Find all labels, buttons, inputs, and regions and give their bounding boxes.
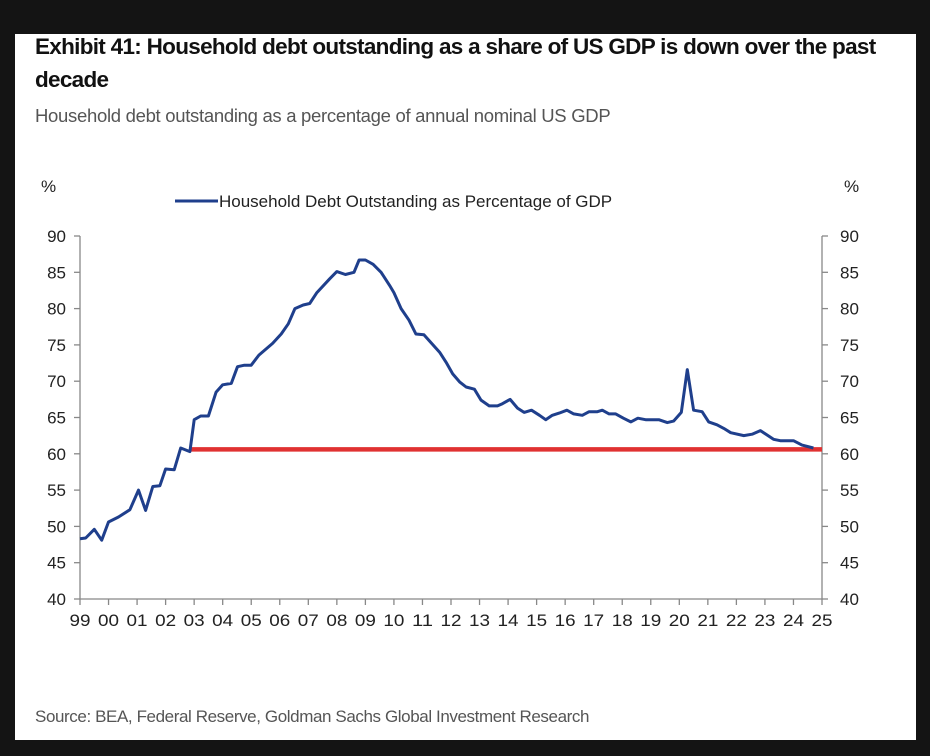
y-tick-label-right: 55	[840, 481, 859, 500]
y-tick-label-right: 65	[840, 409, 859, 428]
x-tick-label: 05	[241, 611, 262, 630]
y-tick-label-left: 55	[47, 481, 66, 500]
legend-label: Household Debt Outstanding as Percentage…	[219, 192, 612, 211]
y-tick-label-left: 80	[47, 300, 66, 319]
x-tick-label: 20	[669, 611, 690, 630]
x-tick-label: 08	[326, 611, 347, 630]
household-debt-line	[79, 258, 814, 542]
x-tick-label: 11	[412, 611, 433, 630]
x-tick-label: 19	[640, 611, 661, 630]
y-tick-label-left: 60	[47, 445, 66, 464]
y-tick-label-left: 75	[47, 336, 66, 355]
x-tick-label: 00	[98, 611, 119, 630]
y-tick-label-right: 90	[840, 227, 859, 246]
x-tick-label: 07	[298, 611, 319, 630]
x-tick-label: 01	[127, 611, 148, 630]
y-tick-label-right: 50	[840, 517, 859, 536]
y-tick-label-right: 60	[840, 445, 859, 464]
x-tick-label: 12	[441, 611, 462, 630]
y-tick-label-left: 65	[47, 409, 66, 428]
y-tick-label-right: 70	[840, 372, 859, 391]
x-tick-label: 24	[783, 611, 804, 630]
x-tick-label: 10	[383, 611, 404, 630]
chart-title: Exhibit 41: Household debt outstanding a…	[35, 34, 876, 92]
y-tick-label-left: 85	[47, 263, 66, 282]
y-tick-label-left: 90	[47, 227, 66, 246]
x-tick-label: 15	[526, 611, 547, 630]
legend: Household Debt Outstanding as Percentage…	[175, 192, 612, 211]
x-tick-label: 17	[583, 611, 604, 630]
x-tick-label: 23	[754, 611, 775, 630]
chart-source: Source: BEA, Federal Reserve, Goldman Sa…	[35, 707, 590, 726]
y-tick-label-right: 40	[840, 590, 859, 609]
x-tick-label: 21	[697, 611, 718, 630]
x-tick-label: 06	[269, 611, 290, 630]
chart-card: Exhibit 41: Household debt outstanding a…	[15, 34, 916, 740]
y-tick-label-left: 45	[47, 554, 66, 573]
x-tick-label: 99	[70, 611, 91, 630]
x-tick-label: 03	[184, 611, 205, 630]
x-tick-label: 22	[726, 611, 747, 630]
x-tick-label: 18	[612, 611, 633, 630]
left-axis-unit: %	[41, 177, 56, 196]
y-tick-label-right: 85	[840, 263, 859, 282]
x-tick-label: 04	[212, 611, 233, 630]
y-tick-label-right: 45	[840, 554, 859, 573]
y-tick-label-right: 80	[840, 300, 859, 319]
y-tick-label-right: 75	[840, 336, 859, 355]
series-lines	[79, 258, 822, 542]
chart-subtitle: Household debt outstanding as a percenta…	[35, 105, 611, 126]
right-axis-unit: %	[844, 177, 859, 196]
y-tick-label-left: 40	[47, 590, 66, 609]
axes: 40 40 45 45 50 50 55 55 60 60 65 65 70 70 75 75 80 80 85 85…	[47, 227, 859, 630]
x-tick-label: 25	[812, 611, 833, 630]
x-tick-label: 09	[355, 611, 376, 630]
x-tick-label: 02	[155, 611, 176, 630]
y-tick-label-left: 50	[47, 517, 66, 536]
x-tick-label: 14	[498, 611, 519, 630]
x-tick-label: 16	[555, 611, 576, 630]
y-tick-label-left: 70	[47, 372, 66, 391]
x-tick-label: 13	[469, 611, 490, 630]
